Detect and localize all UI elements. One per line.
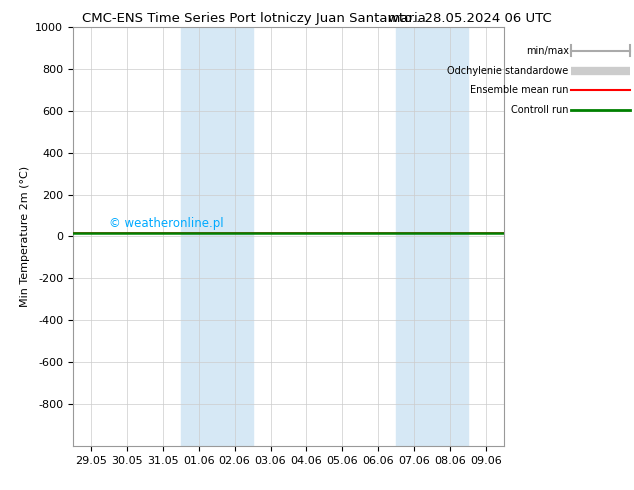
Bar xyxy=(181,27,252,446)
Text: min/max: min/max xyxy=(526,46,569,56)
Text: wto.. 28.05.2024 06 UTC: wto.. 28.05.2024 06 UTC xyxy=(388,12,552,25)
Bar xyxy=(396,27,468,446)
Text: CMC-ENS Time Series Port lotniczy Juan Santamaria: CMC-ENS Time Series Port lotniczy Juan S… xyxy=(82,12,426,25)
Y-axis label: Min Temperature 2m (°C): Min Temperature 2m (°C) xyxy=(20,166,30,307)
Text: Ensemble mean run: Ensemble mean run xyxy=(470,85,569,95)
Text: Controll run: Controll run xyxy=(511,105,569,115)
Text: © weatheronline.pl: © weatheronline.pl xyxy=(109,217,223,230)
Text: Odchylenie standardowe: Odchylenie standardowe xyxy=(448,66,569,75)
